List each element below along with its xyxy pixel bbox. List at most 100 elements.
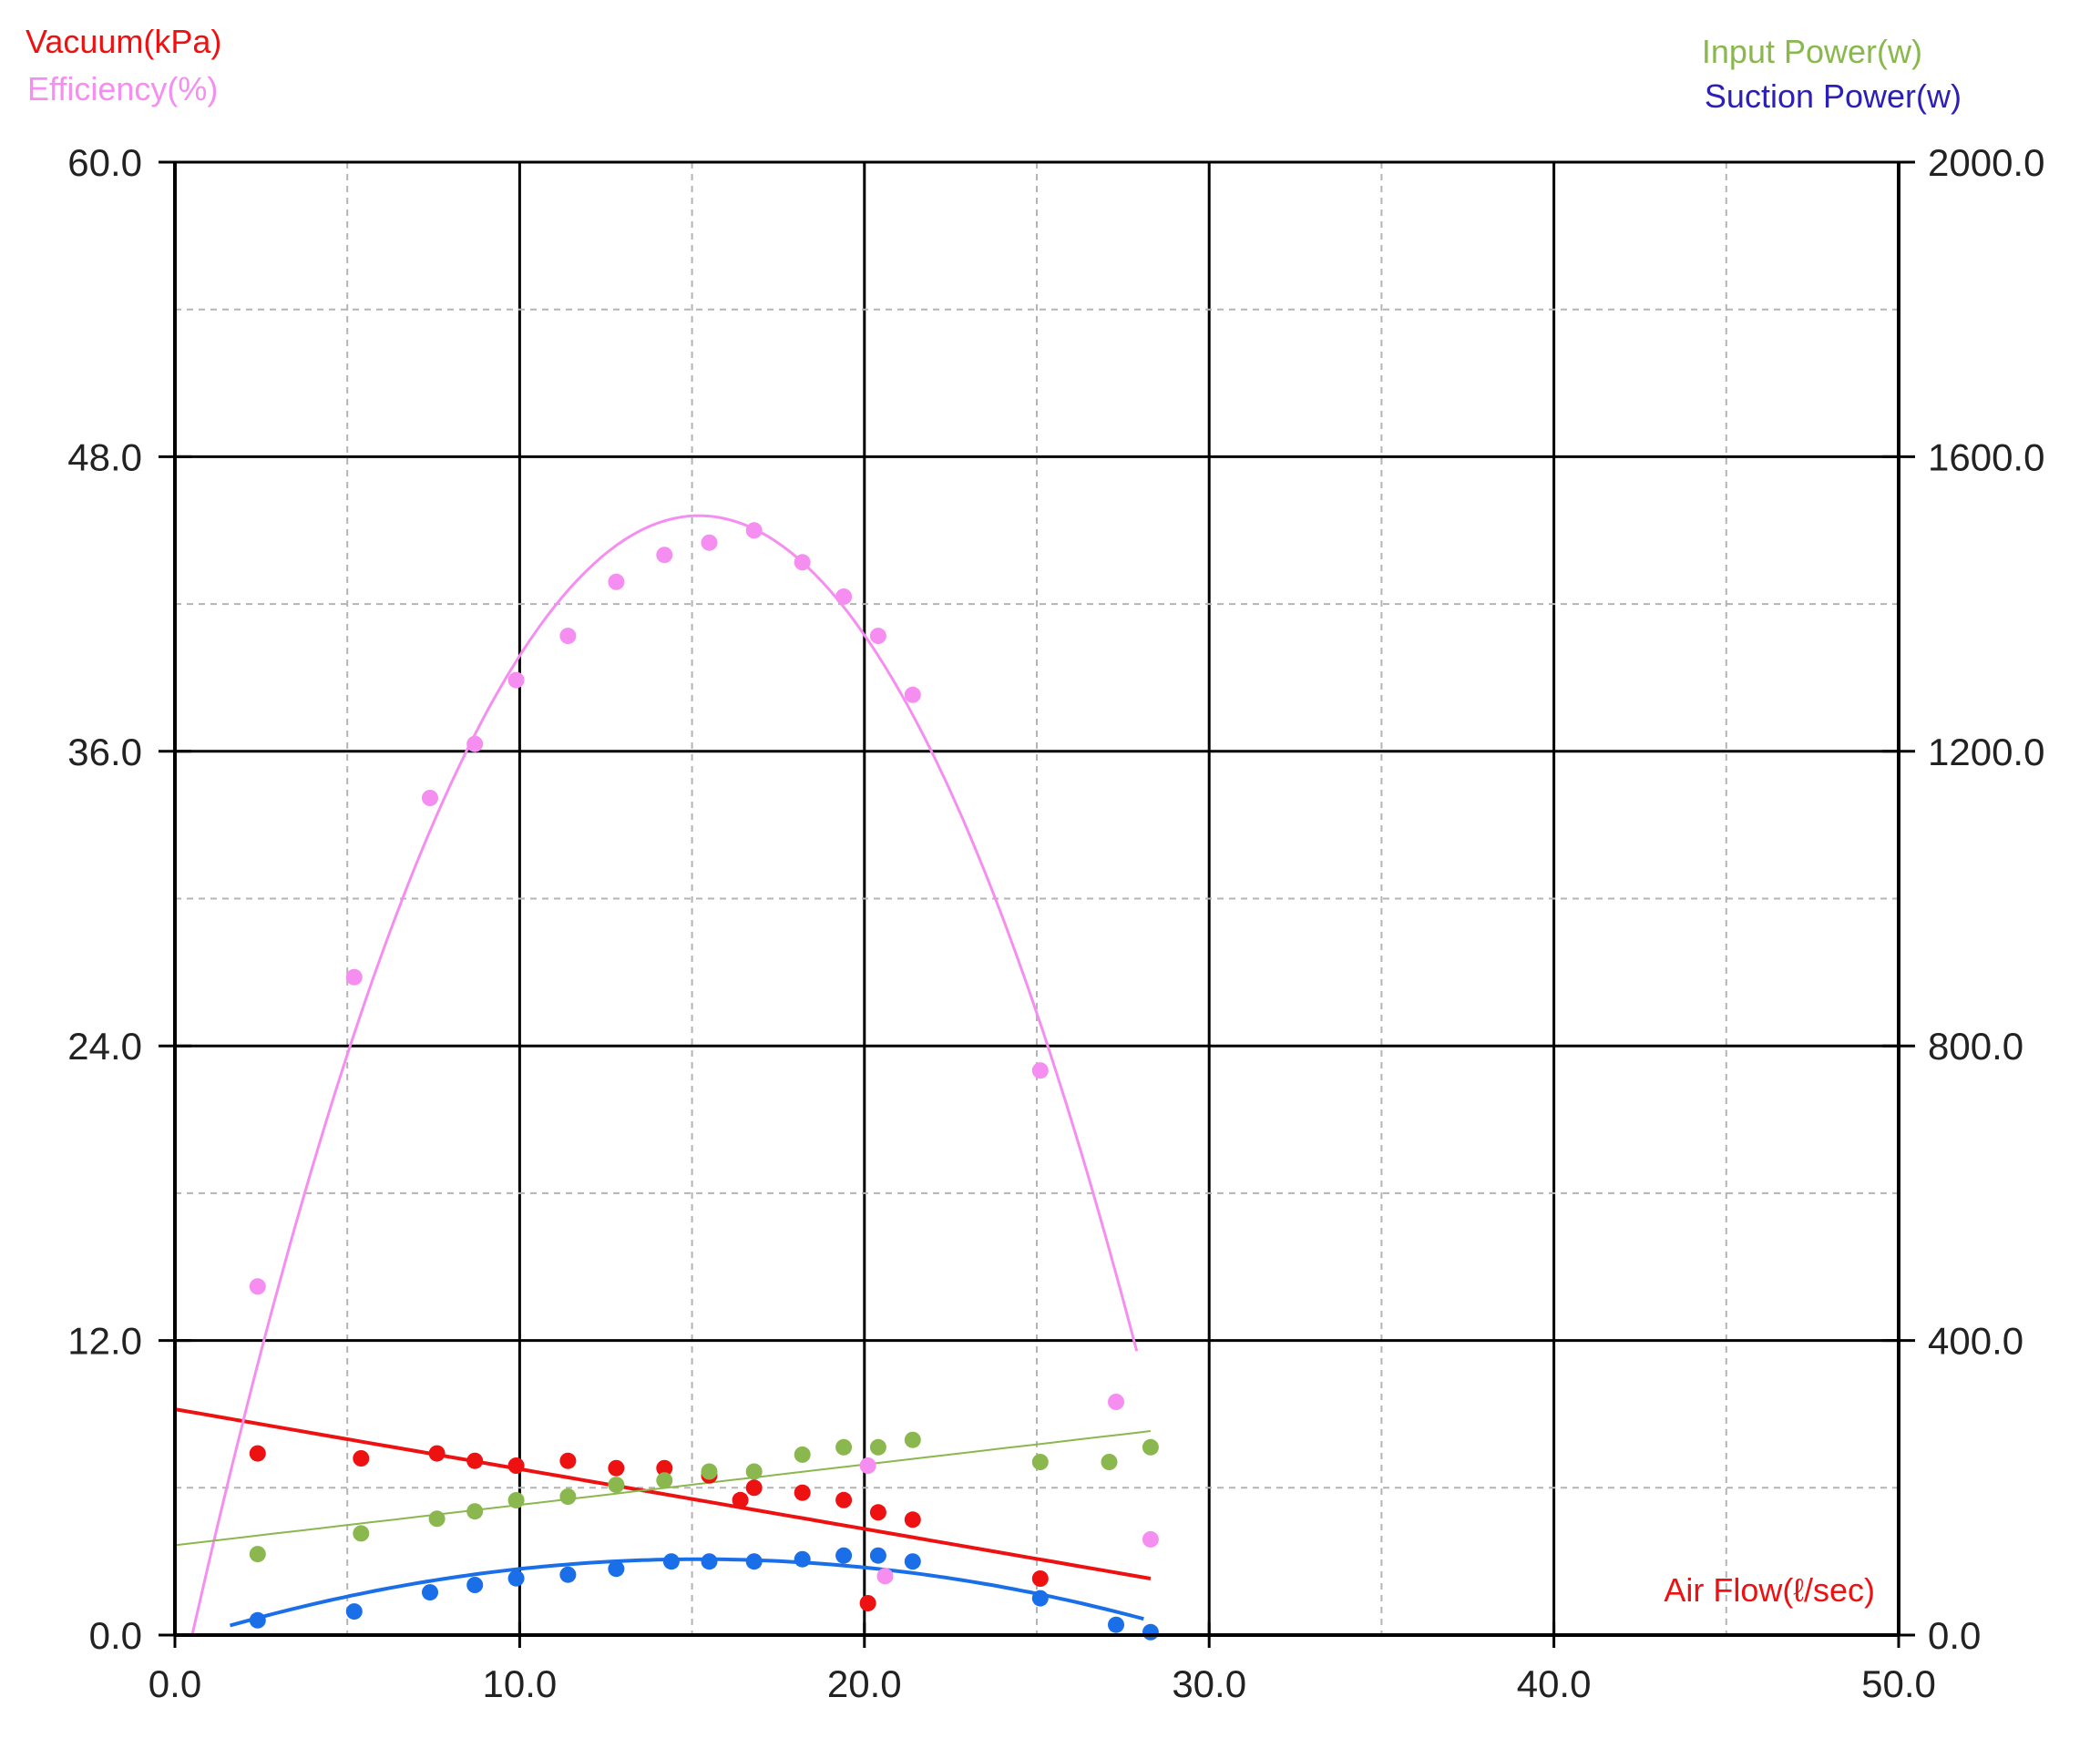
y-right-tick-label: 1200.0 (1928, 731, 2044, 773)
y-right-tick-label: 2000.0 (1928, 141, 2044, 184)
y-left-tick-label: 0.0 (89, 1614, 142, 1657)
fit-curves (174, 514, 1152, 1636)
vacuum-axis-label: Vacuum(kPa) (26, 23, 221, 60)
efficiency-point (422, 790, 438, 806)
efficiency-fit-line (190, 514, 1139, 1636)
input-power-axis-label: Input Power(w) (1702, 33, 1922, 70)
suction-power-point (559, 1566, 577, 1583)
efficiency-point (466, 735, 484, 752)
suction-power-point (869, 1547, 886, 1564)
y-right-tick-label: 0.0 (1928, 1614, 1981, 1657)
tick-labels: 0.0 10.0 20.0 30.0 40.0 50.0 0.0 12.0 24.0 36.0 48… (67, 141, 2044, 1705)
vacuum-fit-line (174, 1407, 1152, 1580)
suction-power-point (662, 1553, 680, 1570)
input-power-point (701, 1463, 718, 1480)
input-power-point (1101, 1454, 1118, 1470)
vacuum-point (559, 1452, 577, 1469)
efficiency-point (859, 1457, 876, 1474)
suction-power-point (608, 1560, 625, 1578)
input-power-point (353, 1525, 370, 1542)
input-power-point (835, 1438, 853, 1456)
suction-power-point (1108, 1616, 1124, 1633)
input-power-point (608, 1477, 625, 1494)
x-tick-label: 50.0 (1861, 1662, 1936, 1705)
vacuum-point (859, 1595, 876, 1611)
y-left-tick-label: 12.0 (67, 1320, 142, 1363)
input-power-point (559, 1488, 577, 1505)
vacuum-point (835, 1491, 853, 1508)
input-power-point (904, 1431, 921, 1448)
y-right-tick-label: 800.0 (1928, 1025, 2023, 1068)
y-right-tick-label: 400.0 (1928, 1320, 2023, 1363)
suction-power-point (466, 1577, 484, 1593)
efficiency-point (1031, 1062, 1049, 1079)
x-axis-label: Air Flow(ℓ/sec) (1664, 1571, 1875, 1609)
vacuum-point (249, 1445, 266, 1462)
vacuum-point (608, 1459, 625, 1477)
x-tick-label: 30.0 (1172, 1662, 1246, 1705)
suction-power-point (422, 1584, 438, 1601)
axes (159, 160, 1915, 1648)
x-tick-label: 10.0 (483, 1662, 558, 1705)
y-right-tick-label: 1600.0 (1928, 435, 2044, 478)
vacuum-point (732, 1491, 749, 1508)
efficiency-point (904, 686, 921, 703)
suction-power-point (249, 1611, 266, 1629)
x-tick-label: 20.0 (827, 1662, 902, 1705)
efficiency-axis-label: Efficiency(%) (27, 70, 218, 107)
vacuum-point (1031, 1570, 1049, 1587)
efficiency-point (608, 573, 625, 590)
y-left-tick-label: 24.0 (67, 1025, 142, 1068)
vacuum-point (466, 1452, 484, 1469)
efficiency-point (876, 1568, 894, 1585)
y-left-tick-label: 48.0 (67, 435, 142, 478)
suction-power-point (794, 1550, 811, 1568)
grid (175, 162, 1899, 1635)
efficiency-point (345, 968, 363, 986)
suction-power-point (701, 1553, 718, 1570)
vacuum-point (869, 1504, 886, 1521)
data-points (249, 522, 1159, 1641)
input-power-point (745, 1463, 763, 1480)
suction-power-point (835, 1547, 853, 1564)
efficiency-point (559, 628, 577, 645)
suction-power-fit-line (229, 1557, 1144, 1628)
suction-power-axis-label: Suction Power(w) (1705, 77, 1962, 115)
efficiency-point (249, 1278, 266, 1295)
input-power-point (507, 1492, 525, 1508)
input-power-point (466, 1503, 484, 1520)
input-power-point (1031, 1454, 1049, 1470)
input-power-point (869, 1438, 886, 1456)
efficiency-point (794, 554, 811, 571)
input-power-point (249, 1546, 266, 1563)
efficiency-point (869, 628, 886, 645)
vacuum-point (507, 1457, 525, 1474)
vacuum-point (904, 1511, 921, 1528)
efficiency-point (701, 534, 718, 551)
input-power-point (1142, 1438, 1159, 1456)
vacuum-point (428, 1445, 446, 1462)
suction-power-point (1142, 1623, 1159, 1641)
input-power-point (794, 1446, 811, 1463)
x-tick-label: 40.0 (1517, 1662, 1592, 1705)
y-left-tick-label: 60.0 (67, 141, 142, 184)
suction-power-point (507, 1569, 525, 1587)
vacuum-point (794, 1484, 811, 1501)
efficiency-point (507, 671, 525, 689)
efficiency-point (656, 547, 673, 564)
vacuum-point (745, 1479, 763, 1497)
efficiency-point (1108, 1394, 1124, 1410)
efficiency-point (1142, 1530, 1159, 1548)
suction-power-point (904, 1553, 921, 1570)
vacuum-point (353, 1450, 370, 1467)
vacuum-point (656, 1459, 673, 1477)
x-tick-label: 0.0 (149, 1662, 201, 1705)
input-power-point (428, 1510, 446, 1528)
suction-power-point (1031, 1590, 1049, 1607)
input-power-point (656, 1472, 673, 1489)
suction-power-point (745, 1553, 763, 1570)
y-left-tick-label: 36.0 (67, 731, 142, 773)
suction-power-point (345, 1603, 363, 1620)
efficiency-point (835, 588, 853, 605)
